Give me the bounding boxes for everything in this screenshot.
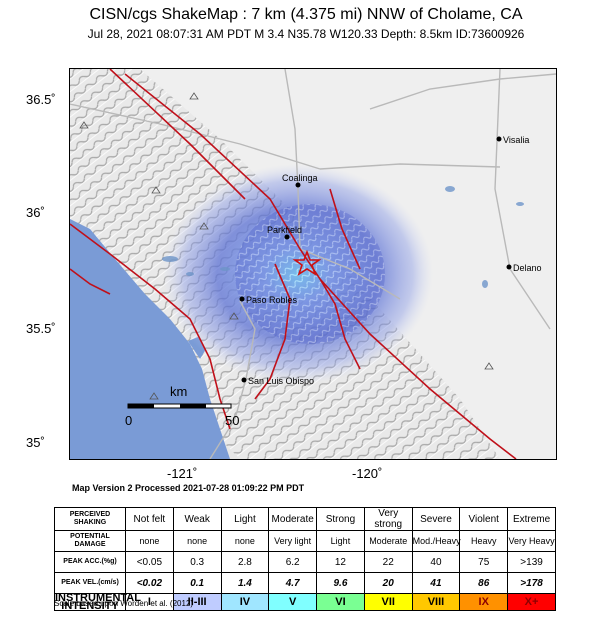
intensity-cell: VIII bbox=[411, 593, 461, 611]
legend-cell: 6.2 bbox=[268, 551, 318, 573]
legend-row-shaking: PERCEIVED SHAKING Not felt Weak Light Mo… bbox=[54, 507, 556, 531]
intensity-cell: IV bbox=[220, 593, 270, 611]
legend-cell: Severe bbox=[411, 507, 461, 531]
intensity-cell: I bbox=[125, 593, 174, 611]
map-title: CISN/cgs ShakeMap : 7 km (4.375 mi) NNW … bbox=[89, 6, 523, 23]
legend-header-intensity: INSTRUMENTAL INTENSITY bbox=[54, 592, 141, 612]
scale-bar-end: 50 bbox=[225, 413, 239, 428]
city-label-delano: Delano bbox=[513, 263, 542, 273]
shaking-relief bbox=[235, 204, 385, 344]
legend-cell: 22 bbox=[363, 551, 413, 573]
legend-row-acc: PEAK ACC.(%g) <0.05 0.3 2.8 6.2 12 22 40… bbox=[54, 551, 556, 573]
faults bbox=[70, 69, 517, 459]
lat-tick-35: 35˚ bbox=[26, 435, 45, 450]
map-version: Map Version 2 Processed 2021-07-28 01:09… bbox=[72, 483, 305, 493]
scale-bar: km 0 50 bbox=[125, 384, 239, 428]
lon-tick-120: -120˚ bbox=[352, 466, 383, 481]
event-info: Jul 28, 2021 08:07:31 AM PDT M 3.4 N35.7… bbox=[87, 27, 525, 41]
intensity-cell: VII bbox=[363, 593, 413, 611]
legend-cell: Heavy bbox=[459, 530, 509, 552]
scale-bar-unit: km bbox=[170, 384, 187, 399]
city-label-coalinga: Coalinga bbox=[282, 173, 318, 183]
city-label-paso-robles: Paso Robles bbox=[246, 295, 298, 305]
legend-header-acc: PEAK ACC.(%g) bbox=[54, 551, 126, 573]
intensity-cell: IX bbox=[459, 593, 509, 611]
legend-cell: 20 bbox=[363, 572, 413, 594]
lat-tick-36-5: 36.5˚ bbox=[26, 92, 56, 107]
legend-cell: >178 bbox=[507, 572, 556, 594]
legend-cell: 0.1 bbox=[172, 572, 222, 594]
legend-cell: Weak bbox=[172, 507, 222, 531]
legend-cell: 0.3 bbox=[172, 551, 222, 573]
legend-cell: Not felt bbox=[125, 507, 174, 531]
legend-cell: none bbox=[125, 530, 174, 552]
legend-cell: 2.8 bbox=[220, 551, 270, 573]
legend-cell: Mod./Heavy bbox=[411, 530, 461, 552]
legend-cell: Extreme bbox=[507, 507, 556, 531]
city-dot-parkfield bbox=[284, 234, 290, 240]
legend-cell: 40 bbox=[411, 551, 461, 573]
intensity-legend: PERCEIVED SHAKING Not felt Weak Light Mo… bbox=[54, 507, 556, 612]
legend-cell: 86 bbox=[459, 572, 509, 594]
city-markers bbox=[239, 136, 512, 383]
peaks bbox=[79, 92, 494, 400]
lon-tick-121: -121˚ bbox=[167, 466, 198, 481]
legend-cell: 41 bbox=[411, 572, 461, 594]
epicenter-star-icon[interactable] bbox=[292, 249, 322, 276]
lat-tick-36: 36˚ bbox=[26, 205, 45, 220]
intensity-cell: VI bbox=[316, 593, 365, 611]
shakemap[interactable]: Coalinga Parkfield Paso Robles San Luis … bbox=[69, 68, 557, 460]
city-label-san-luis-obispo: San Luis Obispo bbox=[248, 376, 314, 386]
central-valley bbox=[70, 69, 556, 459]
ocean bbox=[70, 219, 230, 459]
legend-cell: 75 bbox=[459, 551, 509, 573]
legend-header-vel: PEAK VEL.(cm/s) bbox=[54, 572, 126, 594]
legend-cell: 1.4 bbox=[220, 572, 270, 594]
legend-cell: Moderate bbox=[363, 530, 413, 552]
city-dot-san-luis-obispo bbox=[241, 377, 247, 383]
city-dot-coalinga bbox=[295, 182, 301, 188]
legend-cell: Strong bbox=[316, 507, 365, 531]
legend-cell: Light bbox=[316, 530, 365, 552]
city-label-parkfield: Parkfield bbox=[267, 225, 302, 235]
scale-note: Scale based upon Worden et al. (2012) bbox=[54, 599, 194, 608]
intensity-cell: V bbox=[268, 593, 318, 611]
city-dot-paso-robles bbox=[239, 296, 245, 302]
legend-cell: Very light bbox=[268, 530, 318, 552]
legend-cell: 4.7 bbox=[268, 572, 318, 594]
legend-cell: <0.02 bbox=[125, 572, 174, 594]
legend-header-damage: POTENTIAL DAMAGE bbox=[54, 530, 126, 552]
legend-row-intensity: INSTRUMENTAL INTENSITY I II-III IV V VI … bbox=[54, 592, 556, 612]
legend-cell: Moderate bbox=[268, 507, 318, 531]
city-label-visalia: Visalia bbox=[503, 135, 529, 145]
legend-cell: Light bbox=[220, 507, 270, 531]
legend-row-damage: POTENTIAL DAMAGE none none none Very lig… bbox=[54, 530, 556, 552]
scale-bar-start: 0 bbox=[125, 413, 132, 428]
legend-header-shaking: PERCEIVED SHAKING bbox=[54, 507, 126, 531]
city-dot-visalia bbox=[496, 136, 502, 142]
legend-cell: >139 bbox=[507, 551, 556, 573]
lat-tick-35-5: 35.5˚ bbox=[26, 321, 56, 336]
legend-cell: Very strong bbox=[363, 507, 413, 531]
legend-cell: Very Heavy bbox=[507, 530, 556, 552]
lakes bbox=[162, 186, 524, 288]
legend-cell: 12 bbox=[316, 551, 365, 573]
legend-cell: none bbox=[172, 530, 222, 552]
shakemap-canvas: Coalinga Parkfield Paso Robles San Luis … bbox=[70, 69, 556, 459]
intensity-cell: X+ bbox=[507, 593, 556, 611]
legend-cell: 9.6 bbox=[316, 572, 365, 594]
legend-cell: <0.05 bbox=[125, 551, 174, 573]
legend-row-vel: PEAK VEL.(cm/s) <0.02 0.1 1.4 4.7 9.6 20… bbox=[54, 572, 556, 594]
legend-cell: Violent bbox=[459, 507, 509, 531]
city-dot-delano bbox=[506, 264, 512, 270]
legend-cell: none bbox=[220, 530, 270, 552]
